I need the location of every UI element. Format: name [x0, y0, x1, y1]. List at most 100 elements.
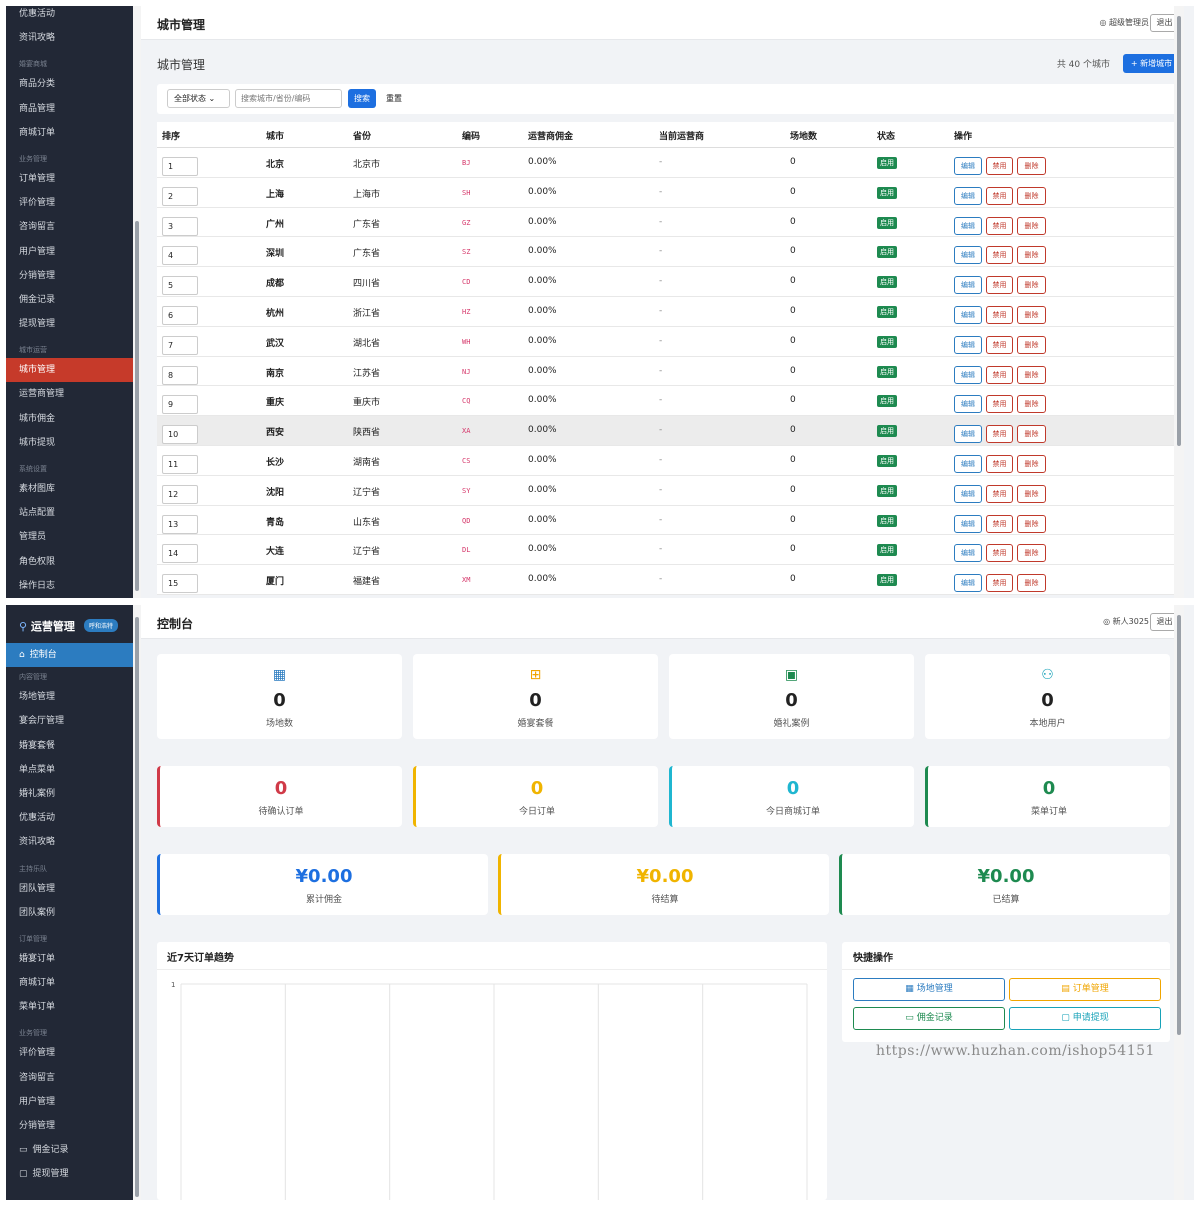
- search-button[interactable]: 搜索: [348, 89, 376, 108]
- delete-button[interactable]: 删除: [1017, 514, 1046, 533]
- disable-button[interactable]: 禁用: [986, 425, 1013, 444]
- edit-button[interactable]: 编辑: [954, 305, 982, 324]
- edit-button[interactable]: 编辑: [954, 395, 982, 414]
- delete-button[interactable]: 删除: [1017, 484, 1046, 503]
- main-scrollbar[interactable]: [1174, 605, 1184, 1200]
- sidebar-item[interactable]: ⌂ 控制台: [6, 643, 133, 668]
- sidebar-item[interactable]: 运营商管理: [19, 389, 65, 400]
- edit-button[interactable]: 编辑: [954, 246, 982, 265]
- search-input[interactable]: 搜索城市/省份/编码: [235, 89, 342, 108]
- sidebar-item[interactable]: 操作日志: [19, 580, 56, 591]
- disable-button[interactable]: 禁用: [986, 276, 1013, 295]
- sort-order-input[interactable]: 10: [162, 425, 198, 445]
- sort-order-input[interactable]: 7: [162, 335, 198, 355]
- sidebar-item[interactable]: 婚礼案例: [6, 782, 133, 806]
- sidebar-item[interactable]: 宴会厅管理: [6, 709, 133, 733]
- sort-order-input[interactable]: 8: [162, 365, 198, 385]
- edit-button[interactable]: 编辑: [954, 157, 982, 175]
- quick-action-button[interactable]: ▤ 订单管理: [1009, 978, 1161, 1001]
- sidebar-item[interactable]: 用户管理: [6, 1090, 133, 1114]
- sidebar-item[interactable]: 城市提现: [19, 437, 56, 448]
- quick-action-button[interactable]: ▢ 申请提现: [1009, 1007, 1161, 1030]
- sidebar-item[interactable]: 站点配置: [19, 508, 56, 519]
- delete-button[interactable]: 删除: [1017, 454, 1046, 473]
- edit-button[interactable]: 编辑: [954, 216, 982, 235]
- delete-button[interactable]: 删除: [1017, 335, 1046, 354]
- disable-button[interactable]: 禁用: [986, 484, 1013, 503]
- edit-button[interactable]: 编辑: [954, 186, 982, 205]
- delete-button[interactable]: 删除: [1017, 544, 1046, 563]
- sidebar-item[interactable]: ▢ 提现管理: [6, 1162, 133, 1186]
- sidebar-item[interactable]: 评价管理: [19, 198, 56, 209]
- disable-button[interactable]: 禁用: [986, 246, 1013, 265]
- sort-order-input[interactable]: 1: [162, 157, 198, 176]
- sidebar-item[interactable]: 商城订单: [6, 971, 133, 995]
- sort-order-input[interactable]: 14: [162, 544, 198, 564]
- sidebar-item[interactable]: 素材图库: [19, 484, 56, 494]
- sidebar-item[interactable]: 咨询留言: [6, 1066, 133, 1090]
- disable-button[interactable]: 禁用: [986, 544, 1013, 563]
- delete-button[interactable]: 删除: [1017, 276, 1046, 295]
- sidebar-item[interactable]: 资讯攻略: [6, 830, 133, 854]
- sidebar-item[interactable]: 商品管理: [19, 103, 56, 114]
- sidebar-item[interactable]: 分销管理: [6, 1114, 133, 1138]
- delete-button[interactable]: 删除: [1017, 157, 1046, 175]
- disable-button[interactable]: 禁用: [986, 335, 1013, 354]
- sort-order-input[interactable]: 13: [162, 514, 198, 534]
- delete-button[interactable]: 删除: [1017, 395, 1046, 414]
- edit-button[interactable]: 编辑: [954, 484, 982, 503]
- disable-button[interactable]: 禁用: [986, 216, 1013, 235]
- delete-button[interactable]: 删除: [1017, 186, 1046, 205]
- sidebar-item[interactable]: 团队案例: [6, 901, 133, 925]
- sidebar-item[interactable]: 资讯攻略: [19, 33, 56, 44]
- sidebar-item[interactable]: ▭ 佣金记录: [6, 1138, 133, 1162]
- edit-button[interactable]: 编辑: [954, 514, 982, 533]
- sidebar-item[interactable]: 佣金记录: [19, 294, 56, 305]
- main-scrollbar[interactable]: [1174, 6, 1184, 598]
- sidebar-item[interactable]: 分销管理: [19, 270, 56, 281]
- edit-button[interactable]: 编辑: [954, 454, 982, 473]
- sidebar-item[interactable]: 场地管理: [6, 685, 133, 709]
- add-city-button[interactable]: + 新增城市: [1123, 54, 1180, 73]
- sidebar-item[interactable]: 城市管理: [6, 358, 133, 383]
- disable-button[interactable]: 禁用: [986, 574, 1013, 593]
- sidebar-item[interactable]: 咨询留言: [19, 222, 56, 233]
- sidebar-item[interactable]: 商城订单: [19, 127, 56, 138]
- disable-button[interactable]: 禁用: [986, 395, 1013, 414]
- sidebar-item[interactable]: 管理员: [19, 532, 47, 543]
- sidebar-item[interactable]: 评价管理: [6, 1041, 133, 1065]
- quick-action-button[interactable]: ▭ 佣金记录: [853, 1007, 1005, 1030]
- reset-button[interactable]: 重置: [386, 94, 402, 103]
- sidebar-item[interactable]: 婚宴套餐: [6, 734, 133, 758]
- delete-button[interactable]: 删除: [1017, 365, 1046, 384]
- delete-button[interactable]: 删除: [1017, 574, 1046, 593]
- sort-order-input[interactable]: 15: [162, 574, 198, 594]
- sort-order-input[interactable]: 2: [162, 186, 198, 206]
- sidebar-item[interactable]: 城市佣金: [19, 413, 56, 424]
- sidebar-item[interactable]: 订单管理: [19, 173, 56, 184]
- sidebar-item[interactable]: 菜单订单: [6, 995, 133, 1019]
- sort-order-input[interactable]: 11: [162, 454, 198, 474]
- sidebar-item[interactable]: 商品分类: [19, 79, 56, 90]
- sidebar-item[interactable]: 提现管理: [19, 319, 56, 330]
- delete-button[interactable]: 删除: [1017, 305, 1046, 324]
- disable-button[interactable]: 禁用: [986, 514, 1013, 533]
- delete-button[interactable]: 删除: [1017, 216, 1046, 235]
- sort-order-input[interactable]: 9: [162, 395, 198, 415]
- delete-button[interactable]: 删除: [1017, 246, 1046, 265]
- edit-button[interactable]: 编辑: [954, 365, 982, 384]
- disable-button[interactable]: 禁用: [986, 186, 1013, 205]
- sort-order-input[interactable]: 4: [162, 246, 198, 266]
- disable-button[interactable]: 禁用: [986, 305, 1013, 324]
- disable-button[interactable]: 禁用: [986, 157, 1013, 175]
- edit-button[interactable]: 编辑: [954, 335, 982, 354]
- quick-action-button[interactable]: ▦ 场地管理: [853, 978, 1005, 1001]
- delete-button[interactable]: 删除: [1017, 425, 1046, 444]
- sort-order-input[interactable]: 12: [162, 484, 198, 504]
- status-select[interactable]: 全部状态 ⌄: [167, 89, 230, 108]
- sidebar-item[interactable]: 单点菜单: [6, 758, 133, 782]
- disable-button[interactable]: 禁用: [986, 365, 1013, 384]
- sidebar-item[interactable]: 团队管理: [6, 877, 133, 901]
- sort-order-input[interactable]: 6: [162, 305, 198, 325]
- edit-button[interactable]: 编辑: [954, 276, 982, 295]
